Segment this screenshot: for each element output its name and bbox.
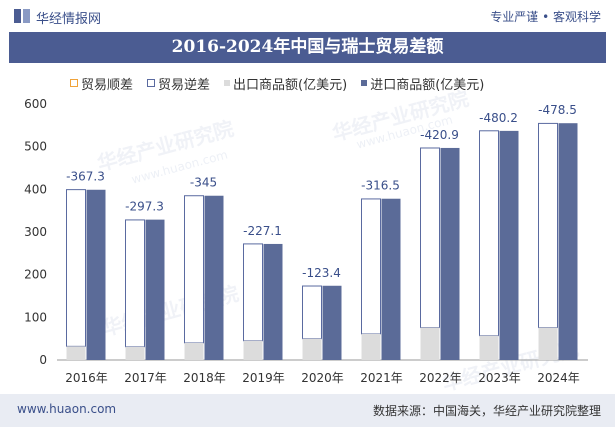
legend-item-export: 出口商品额(亿美元) bbox=[224, 73, 347, 93]
x-tick-label: 2020年 bbox=[301, 371, 344, 385]
x-tick-label: 2022年 bbox=[419, 371, 462, 385]
deficit-bar bbox=[66, 189, 86, 347]
y-tick-label: 500 bbox=[24, 140, 47, 154]
data-label: -297.3 bbox=[125, 200, 164, 214]
footer-website: www.huaon.com bbox=[17, 402, 117, 416]
slogan: 专业严谨 • 客观科学 bbox=[490, 10, 601, 24]
import-bar bbox=[381, 198, 401, 360]
footer-source: 数据来源：中国海关，华经产业研究院整理 bbox=[372, 404, 601, 418]
import-bar bbox=[558, 123, 578, 360]
legend-swatch-deficit bbox=[147, 79, 156, 87]
data-label: -367.3 bbox=[66, 170, 105, 184]
x-tick-label: 2024年 bbox=[537, 371, 580, 385]
data-label: -123.4 bbox=[302, 266, 341, 280]
deficit-bar bbox=[125, 219, 145, 348]
data-label: -316.5 bbox=[361, 179, 400, 193]
chart-legend: 贸易顺差 贸易逆差 出口商品额(亿美元) 进口商品额(亿美元) bbox=[70, 73, 484, 93]
legend-swatch-export bbox=[224, 80, 231, 86]
y-tick-label: 400 bbox=[24, 182, 47, 196]
export-bar bbox=[66, 346, 86, 360]
x-tick-label: 2019年 bbox=[242, 371, 285, 385]
export-bar bbox=[125, 346, 145, 360]
legend-label-deficit: 贸易逆差 bbox=[158, 77, 211, 93]
export-bar bbox=[479, 335, 499, 360]
huajing-logo-icon bbox=[14, 9, 30, 23]
y-tick-label: 200 bbox=[24, 268, 47, 282]
x-tick-label: 2023年 bbox=[478, 371, 521, 385]
deficit-bar bbox=[420, 147, 440, 329]
title-bar: 2016-2024年中国与瑞士贸易差额 bbox=[9, 32, 606, 63]
import-bar bbox=[86, 189, 106, 360]
legend-item-import: 进口商品额(亿美元) bbox=[361, 73, 484, 93]
deficit-bar bbox=[184, 195, 204, 344]
legend-label-surplus: 贸易顺差 bbox=[81, 77, 134, 93]
export-bar bbox=[420, 327, 440, 360]
import-bar bbox=[204, 195, 224, 360]
site-name: 华经情报网 bbox=[36, 12, 102, 27]
deficit-bar bbox=[538, 122, 558, 329]
x-tick-label: 2017年 bbox=[124, 371, 167, 385]
y-tick-label: 100 bbox=[24, 310, 47, 324]
data-label: -480.2 bbox=[479, 111, 518, 125]
data-label: -345 bbox=[190, 176, 217, 190]
data-label: -227.1 bbox=[243, 224, 282, 238]
x-tick-label: 2021年 bbox=[360, 371, 403, 385]
y-tick-label: 600 bbox=[24, 97, 47, 111]
deficit-bar bbox=[243, 243, 263, 342]
data-label: -420.9 bbox=[420, 128, 459, 142]
deficit-bar bbox=[479, 130, 499, 337]
x-tick-label: 2016年 bbox=[65, 371, 108, 385]
export-bar bbox=[184, 342, 204, 360]
data-label: -478.5 bbox=[538, 103, 577, 117]
import-bar bbox=[440, 147, 460, 360]
export-bar bbox=[361, 333, 381, 360]
export-bar bbox=[243, 340, 263, 360]
chart-plot: 0 100 200 300 400 500 600 -367.3 2016年 -297.3 2017… bbox=[24, 97, 588, 385]
import-bar bbox=[263, 243, 283, 360]
chart-title: 2016-2024年中国与瑞士贸易差额 bbox=[171, 37, 444, 57]
export-bar bbox=[302, 338, 322, 360]
legend-swatch-surplus bbox=[70, 79, 78, 87]
y-tick-label: 300 bbox=[24, 225, 47, 239]
footer: www.huaon.com 数据来源：中国海关，华经产业研究院整理 bbox=[0, 394, 615, 427]
legend-swatch-import bbox=[361, 80, 368, 86]
deficit-bar bbox=[302, 285, 322, 340]
legend-label-export: 出口商品额(亿美元) bbox=[233, 77, 348, 93]
export-bar bbox=[538, 327, 558, 360]
legend-item-surplus: 贸易顺差 bbox=[70, 73, 133, 93]
legend-label-import: 进口商品额(亿美元) bbox=[370, 77, 485, 93]
legend-item-deficit: 贸易逆差 bbox=[147, 73, 210, 93]
deficit-bar bbox=[361, 198, 381, 335]
y-tick-label: 0 bbox=[39, 353, 47, 367]
top-bar: 华经情报网 专业严谨 • 客观科学 bbox=[0, 0, 615, 32]
import-bar bbox=[322, 285, 342, 360]
x-tick-label: 2018年 bbox=[183, 371, 226, 385]
import-bar bbox=[499, 130, 519, 360]
import-bar bbox=[145, 219, 165, 360]
